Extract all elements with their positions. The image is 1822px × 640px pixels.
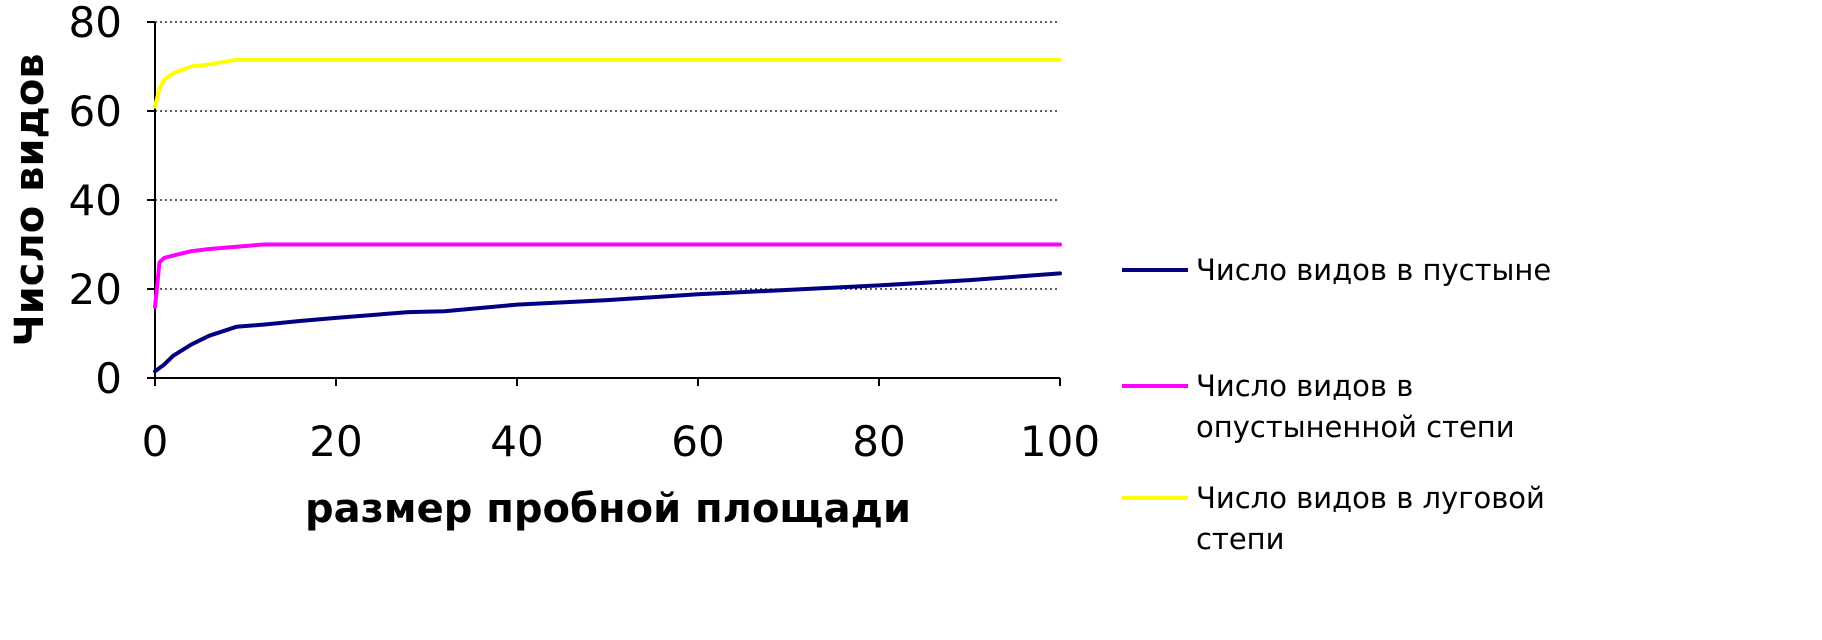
legend-label: Число видов в луговой [1196,481,1545,515]
y-axis-title: Число видов [7,53,53,346]
legend-label: опустыненной степи [1196,410,1515,444]
x-tick-label: 100 [1020,417,1100,466]
x-tick-label: 80 [852,417,905,466]
series-line-1 [153,271,1062,374]
legend-label: Число видов в пустыне [1196,253,1551,287]
x-tick-label: 0 [142,417,169,466]
y-tick-label: 80 [69,0,122,47]
x-tick-label: 40 [490,417,543,466]
x-axis-title: размер пробной площади [305,486,911,532]
legend-label: степи [1196,522,1285,556]
series-lines [153,57,1062,374]
y-tick-label: 0 [95,354,122,403]
x-tick-label: 20 [309,417,362,466]
y-tick-label: 60 [69,87,122,136]
y-tick-labels: 0 20 40 60 80 [69,0,155,403]
x-tick-label: 60 [671,417,724,466]
series-line-2 [153,242,1062,309]
x-tick-labels: 0 20 40 60 80 100 [142,378,1100,466]
y-tick-label: 40 [69,176,122,225]
series-line-3 [153,57,1062,109]
legend: Число видов в пустыне Число видов в опусты… [1122,253,1551,556]
gridlines [155,21,1060,290]
legend-label: Число видов в [1196,369,1413,403]
y-tick-label: 20 [69,265,122,314]
